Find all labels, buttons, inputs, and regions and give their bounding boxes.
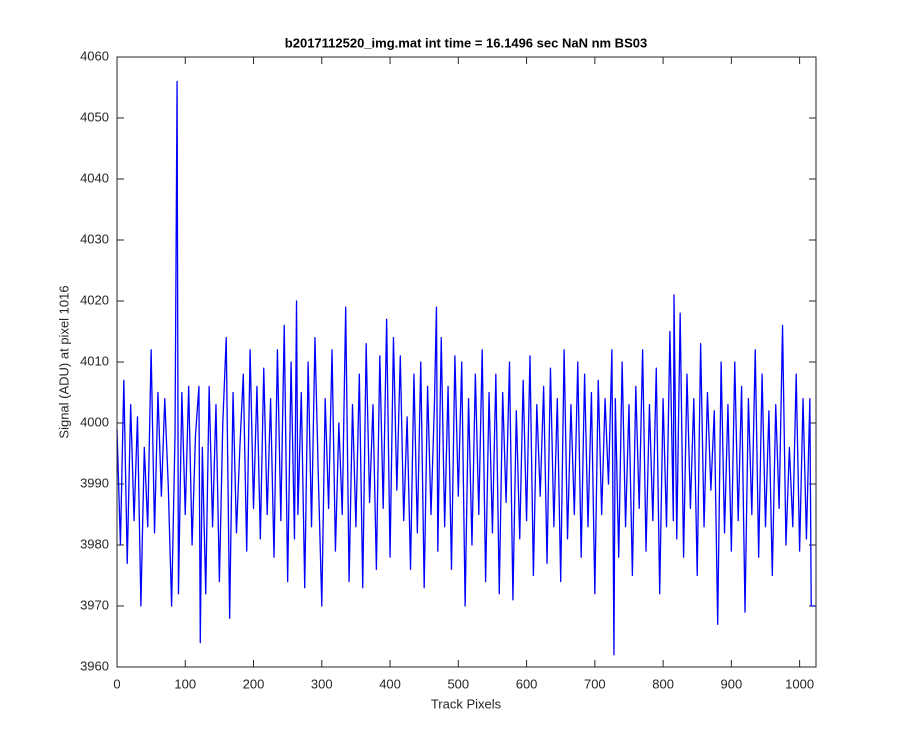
y-tick-label: 4060 bbox=[80, 48, 109, 63]
y-tick-label: 4050 bbox=[80, 109, 109, 124]
data-line bbox=[116, 80, 816, 656]
y-tick-label: 3980 bbox=[80, 536, 109, 551]
x-tick-label: 600 bbox=[516, 676, 538, 691]
x-tick-label: 500 bbox=[447, 676, 469, 691]
axes-box bbox=[116, 56, 817, 668]
y-tick-label: 4020 bbox=[80, 292, 109, 307]
x-tick-label: 800 bbox=[652, 676, 674, 691]
x-tick-label: 700 bbox=[584, 676, 606, 691]
x-tick-label: 200 bbox=[243, 676, 265, 691]
x-tick-label: 300 bbox=[311, 676, 333, 691]
x-tick-label: 900 bbox=[721, 676, 743, 691]
y-tick-label: 4040 bbox=[80, 170, 109, 185]
y-tick-label: 3970 bbox=[80, 597, 109, 612]
x-tick-label: 400 bbox=[379, 676, 401, 691]
x-axis-label: Track Pixels bbox=[431, 696, 502, 711]
x-tick-label: 1000 bbox=[785, 676, 814, 691]
x-tick-label: 100 bbox=[174, 676, 196, 691]
chart-title: b2017112520_img.mat int time = 16.1496 s… bbox=[285, 35, 647, 50]
y-tick-label: 4010 bbox=[80, 353, 109, 368]
y-tick-label: 4000 bbox=[80, 414, 109, 429]
y-axis-label: Signal (ADU) at pixel 1016 bbox=[56, 285, 71, 438]
y-tick-label: 4030 bbox=[80, 231, 109, 246]
y-tick-label: 3960 bbox=[80, 658, 109, 673]
x-tick-label: 0 bbox=[113, 676, 120, 691]
y-tick-label: 3990 bbox=[80, 475, 109, 490]
